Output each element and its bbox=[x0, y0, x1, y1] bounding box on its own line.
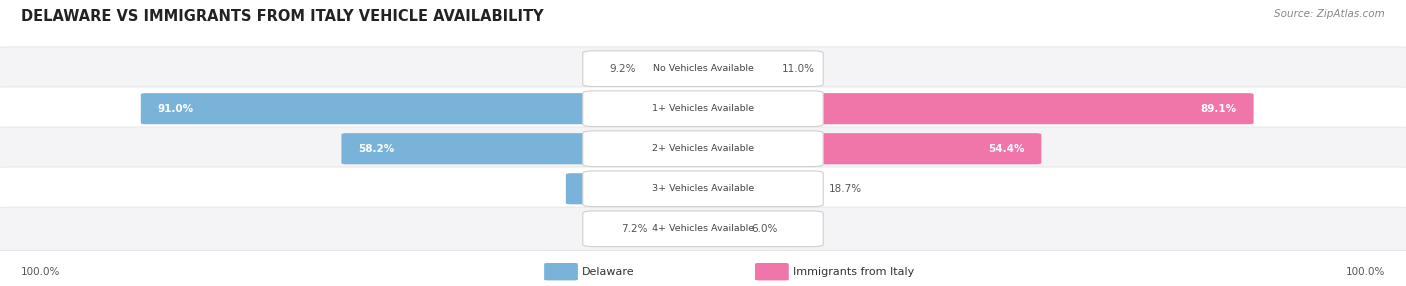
FancyBboxPatch shape bbox=[0, 87, 1406, 130]
Text: 3+ Vehicles Available: 3+ Vehicles Available bbox=[652, 184, 754, 193]
Text: 11.0%: 11.0% bbox=[782, 64, 814, 74]
Text: No Vehicles Available: No Vehicles Available bbox=[652, 64, 754, 73]
FancyBboxPatch shape bbox=[697, 133, 1042, 164]
FancyBboxPatch shape bbox=[755, 263, 789, 280]
FancyBboxPatch shape bbox=[342, 133, 709, 164]
FancyBboxPatch shape bbox=[0, 47, 1406, 90]
Text: 18.7%: 18.7% bbox=[828, 184, 862, 194]
Text: DELAWARE VS IMMIGRANTS FROM ITALY VEHICLE AVAILABILITY: DELAWARE VS IMMIGRANTS FROM ITALY VEHICL… bbox=[21, 9, 544, 23]
Text: 91.0%: 91.0% bbox=[157, 104, 194, 114]
Text: 2+ Vehicles Available: 2+ Vehicles Available bbox=[652, 144, 754, 153]
Text: 4+ Vehicles Available: 4+ Vehicles Available bbox=[652, 224, 754, 233]
Text: 7.2%: 7.2% bbox=[621, 224, 648, 234]
FancyBboxPatch shape bbox=[697, 53, 776, 84]
FancyBboxPatch shape bbox=[0, 167, 1406, 210]
FancyBboxPatch shape bbox=[582, 91, 823, 126]
Text: 1+ Vehicles Available: 1+ Vehicles Available bbox=[652, 104, 754, 113]
FancyBboxPatch shape bbox=[582, 171, 823, 206]
Text: 54.4%: 54.4% bbox=[988, 144, 1025, 154]
Text: 21.5%: 21.5% bbox=[582, 184, 619, 194]
FancyBboxPatch shape bbox=[0, 207, 1406, 251]
Text: 89.1%: 89.1% bbox=[1201, 104, 1237, 114]
Text: 58.2%: 58.2% bbox=[359, 144, 395, 154]
Text: 100.0%: 100.0% bbox=[1346, 267, 1385, 277]
FancyBboxPatch shape bbox=[697, 93, 1254, 124]
Text: 100.0%: 100.0% bbox=[21, 267, 60, 277]
FancyBboxPatch shape bbox=[0, 127, 1406, 170]
FancyBboxPatch shape bbox=[582, 51, 823, 86]
FancyBboxPatch shape bbox=[697, 213, 745, 244]
FancyBboxPatch shape bbox=[141, 93, 709, 124]
FancyBboxPatch shape bbox=[565, 173, 709, 204]
FancyBboxPatch shape bbox=[582, 211, 823, 247]
Text: Immigrants from Italy: Immigrants from Italy bbox=[793, 267, 914, 277]
FancyBboxPatch shape bbox=[641, 53, 709, 84]
Text: 9.2%: 9.2% bbox=[609, 64, 636, 74]
Text: Delaware: Delaware bbox=[582, 267, 634, 277]
FancyBboxPatch shape bbox=[582, 131, 823, 166]
Text: Source: ZipAtlas.com: Source: ZipAtlas.com bbox=[1274, 9, 1385, 19]
Text: 6.0%: 6.0% bbox=[751, 224, 778, 234]
FancyBboxPatch shape bbox=[654, 213, 709, 244]
FancyBboxPatch shape bbox=[544, 263, 578, 280]
FancyBboxPatch shape bbox=[697, 173, 823, 204]
